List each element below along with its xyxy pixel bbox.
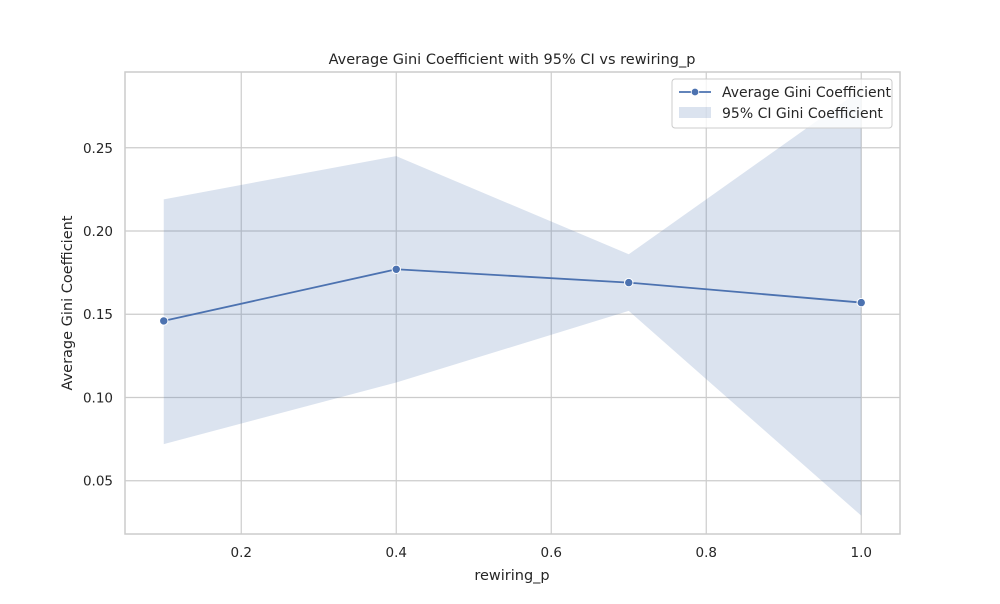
y-axis-label: Average Gini Coefficient <box>60 215 76 390</box>
y-tick-label: 0.20 <box>83 224 113 240</box>
data-point <box>391 264 401 274</box>
legend-label-series: Average Gini Coefficient <box>722 85 891 101</box>
legend: Average Gini Coefficient 95% CI Gini Coe… <box>671 78 893 129</box>
legend-marker-swatch <box>690 87 700 97</box>
data-point <box>624 277 634 288</box>
data-point <box>159 316 169 326</box>
tick-labels: 0.2 0.4 0.6 0.8 1.0 0.05 0.10 0.15 0.20 0.25 <box>83 141 872 561</box>
ci-band-layer <box>163 89 862 516</box>
x-tick-label: 0.8 <box>696 545 717 561</box>
y-tick-label: 0.10 <box>83 390 113 406</box>
legend-label-ci: 95% CI Gini Coefficient <box>722 106 883 122</box>
plot-border <box>124 71 901 535</box>
y-tick-label: 0.25 <box>83 141 113 157</box>
x-axis-label: rewiring_p <box>474 568 549 584</box>
y-tick-label: 0.05 <box>83 474 113 490</box>
x-tick-label: 0.4 <box>386 545 407 561</box>
x-tick-label: 1.0 <box>851 545 872 561</box>
ci-band <box>163 89 862 516</box>
plot-frame <box>124 71 901 535</box>
data-point <box>856 297 866 308</box>
x-tick-label: 0.6 <box>541 545 562 561</box>
legend-band-swatch <box>679 107 711 118</box>
series-line-layer <box>159 264 866 326</box>
legend-box <box>671 78 893 129</box>
chart-title: Average Gini Coefficient with 95% CI vs … <box>329 52 696 68</box>
series-line <box>163 268 862 322</box>
y-tick-label: 0.15 <box>83 307 113 323</box>
x-tick-label: 0.2 <box>231 545 252 561</box>
